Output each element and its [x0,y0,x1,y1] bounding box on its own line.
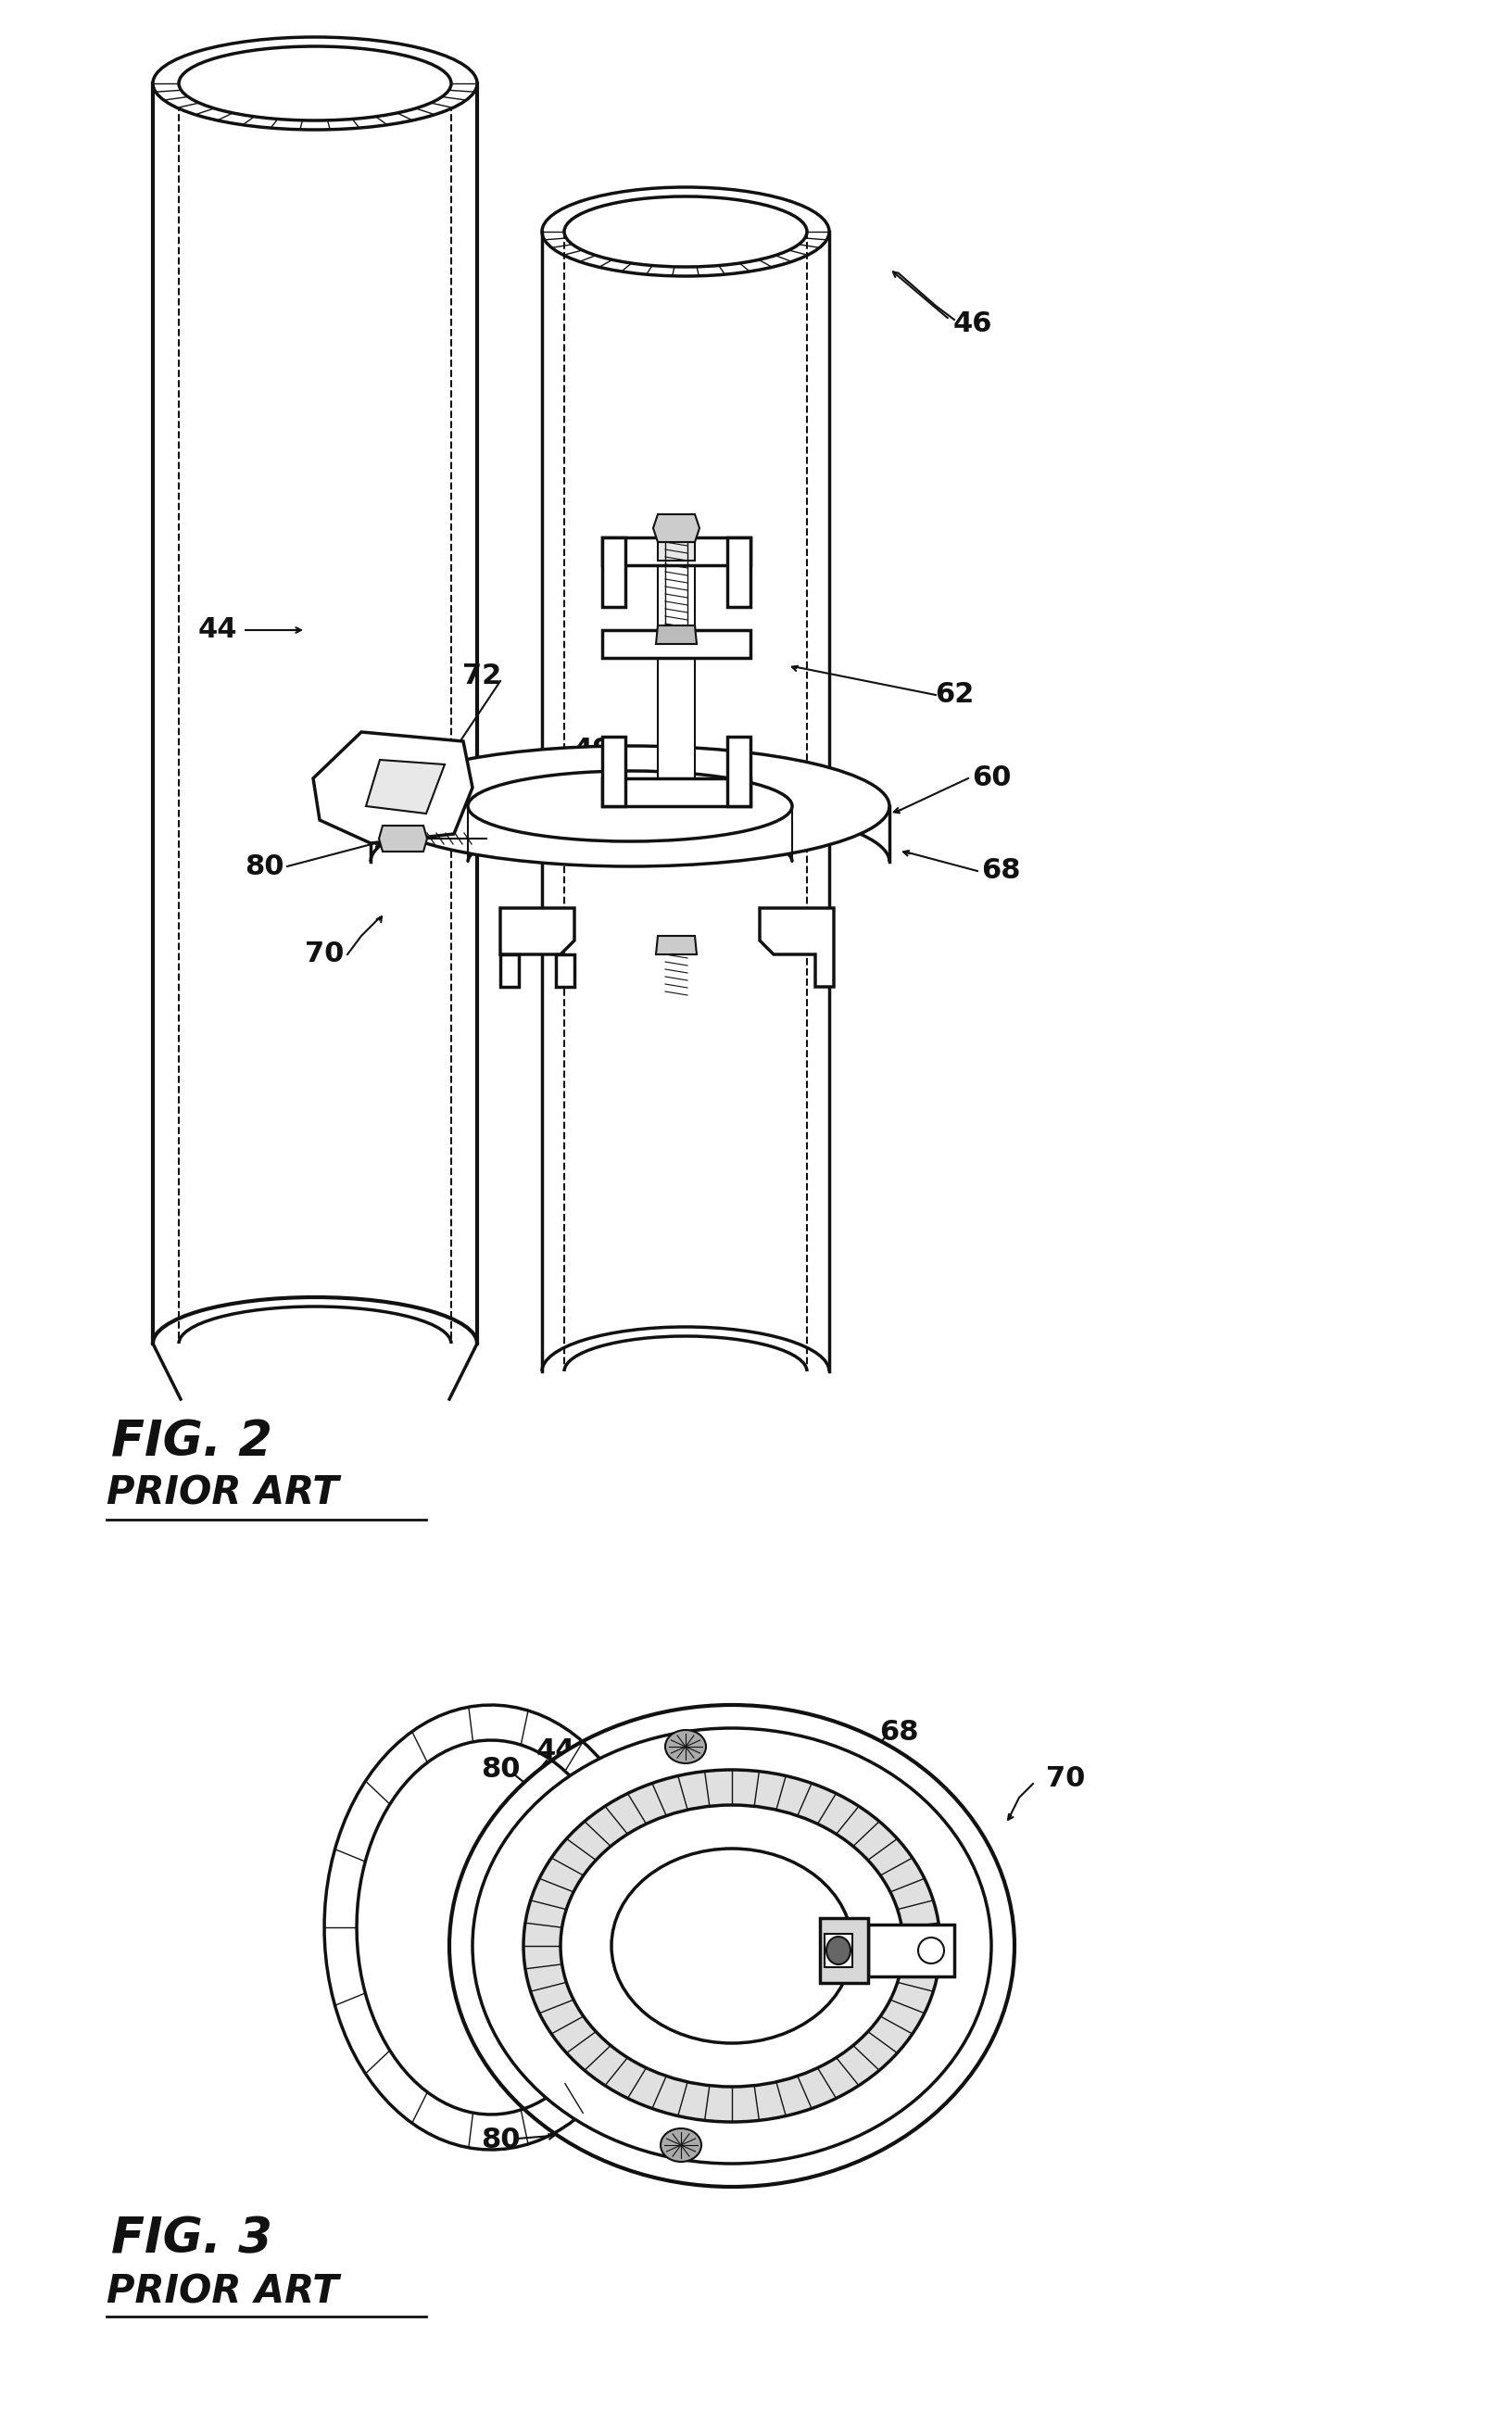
Polygon shape [500,909,575,955]
Polygon shape [759,909,833,987]
Polygon shape [602,737,624,807]
Ellipse shape [564,196,806,267]
Polygon shape [313,732,472,844]
Polygon shape [602,538,624,606]
Text: 68: 68 [980,858,1019,885]
Polygon shape [658,538,694,807]
Ellipse shape [665,1731,706,1762]
Polygon shape [658,543,694,560]
Ellipse shape [541,187,829,276]
Ellipse shape [611,1850,851,2043]
Polygon shape [820,1917,868,1983]
Polygon shape [602,778,750,807]
Text: 62: 62 [620,1922,659,1949]
Ellipse shape [472,1728,990,2165]
Polygon shape [656,936,697,955]
Polygon shape [366,759,445,814]
Ellipse shape [467,771,792,841]
Ellipse shape [370,747,889,865]
Ellipse shape [559,1806,903,2087]
Text: 70: 70 [304,941,343,967]
Text: PRIOR ART: PRIOR ART [106,1474,339,1513]
Polygon shape [868,1925,954,1976]
Polygon shape [653,514,699,543]
Polygon shape [602,538,750,565]
Text: 46: 46 [953,310,992,337]
Polygon shape [656,625,697,645]
Text: 80: 80 [481,1757,520,1784]
Ellipse shape [661,2128,702,2162]
Text: FIG. 3: FIG. 3 [110,2216,272,2262]
Text: 49: 49 [573,737,612,764]
Polygon shape [727,737,750,807]
Ellipse shape [449,1704,1015,2186]
Text: 62: 62 [934,681,974,708]
Polygon shape [824,1934,851,1968]
Text: 80: 80 [481,2126,520,2155]
Text: 72: 72 [461,664,500,691]
Polygon shape [378,827,426,851]
Text: 60: 60 [971,766,1010,793]
Text: 80: 80 [245,853,284,880]
Ellipse shape [523,1770,940,2121]
Text: 44: 44 [198,616,237,642]
Text: 44: 44 [535,1738,575,1765]
Text: 70: 70 [1045,1765,1084,1791]
Polygon shape [500,955,519,987]
Text: PRIOR ART: PRIOR ART [106,2271,339,2310]
Ellipse shape [826,1937,850,1963]
Ellipse shape [153,36,476,131]
Text: 68: 68 [878,1719,918,1745]
Polygon shape [602,630,750,657]
Text: FIG. 2: FIG. 2 [110,1418,272,1467]
Polygon shape [727,538,750,606]
Ellipse shape [178,46,451,121]
Polygon shape [555,955,575,987]
